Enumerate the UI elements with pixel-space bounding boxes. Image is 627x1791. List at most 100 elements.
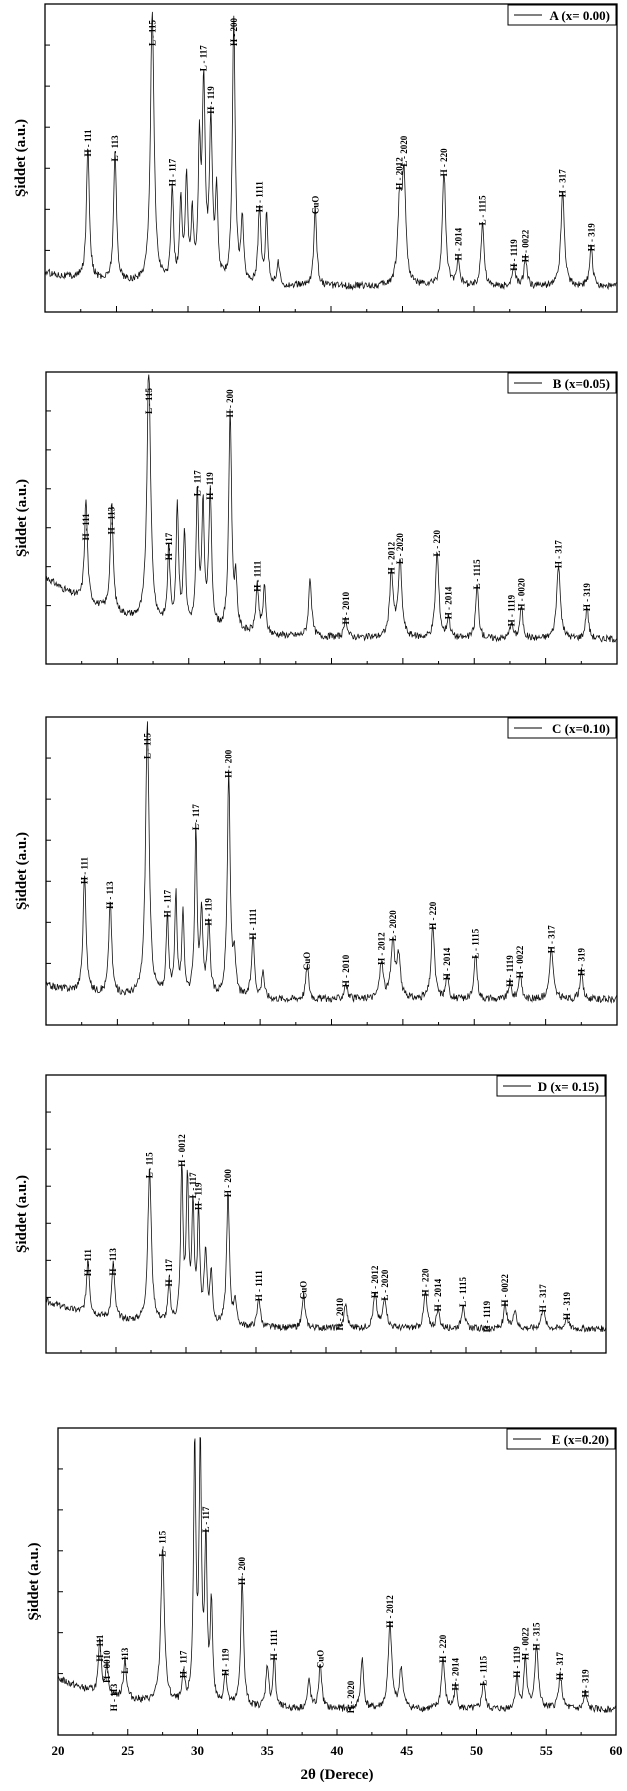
legend-box: [496, 1075, 606, 1097]
peak-label: H - 2014: [451, 1658, 461, 1691]
peak-label: H - 119: [204, 898, 214, 926]
peak-label: L - 1115: [479, 1655, 489, 1686]
peak-label: H - 0022: [520, 1627, 530, 1660]
peak-label: L - 117: [191, 804, 201, 831]
peak-label: H - 1119: [482, 1300, 492, 1332]
x-tick-label: 60: [610, 1743, 623, 1758]
peak-label: H - 119: [194, 1182, 204, 1210]
y-axis-label: Şiddet (a.u.): [13, 119, 29, 197]
peak-label: H - 2012: [370, 1265, 380, 1298]
peak-label: L - 115: [142, 732, 152, 759]
x-tick-label: 30: [191, 1743, 204, 1758]
peak-label: H - 119: [205, 472, 215, 500]
peak-label: H - 117: [164, 1258, 174, 1286]
xrd-trace: [57, 1437, 617, 1713]
peak-label: L - 113: [120, 1647, 130, 1674]
peak-label: H - 1111: [255, 181, 265, 213]
xrd-trace: [45, 1161, 607, 1333]
xrd-panel: H - 111 L - 113 L - 115 H - 117 L - 117 H - 1…: [13, 3, 618, 313]
peak-label: H - 317: [538, 1284, 548, 1312]
peak-label: H - 220: [420, 1268, 430, 1296]
peak-label: H - 319: [576, 948, 586, 976]
peak-label: H - 2010: [341, 591, 351, 624]
plot-frame: [45, 1074, 607, 1354]
plot-frame: [57, 1427, 617, 1736]
x-tick-label: 20: [52, 1743, 65, 1758]
peak-label: L - 2020: [399, 135, 409, 167]
y-axis-label: Şiddet (a.u.): [14, 832, 30, 910]
peak-label: H - 117: [167, 158, 177, 186]
peak-label: H - 0022: [500, 1274, 510, 1307]
peak-label: H - 111: [95, 1634, 105, 1662]
peak-label: H - 2010: [341, 954, 351, 987]
xrd-trace: [46, 374, 618, 643]
peak-label: H - 113: [108, 1248, 118, 1276]
peak-label: H - 200: [237, 1557, 247, 1585]
peak-label: L - 117: [192, 470, 202, 497]
peak-label: L - 115: [145, 1152, 155, 1179]
peak-label: H - 220: [439, 148, 449, 176]
peak-label: H - 0010: [102, 1650, 112, 1683]
peak-label: H - 200: [225, 389, 235, 417]
peak-label: L - 117: [201, 1506, 211, 1533]
y-axis-label: Şiddet (a.u.): [14, 479, 30, 557]
legend-box: [507, 717, 617, 739]
peak-label: H - 117: [162, 889, 172, 917]
peak-label: L - 2020: [380, 1269, 390, 1301]
x-tick-label: 25: [121, 1743, 135, 1758]
peak-label: CuO: [315, 1650, 325, 1669]
peak-label: H - 220: [438, 1634, 448, 1662]
peak-label: H - 1111: [248, 908, 258, 940]
peak-label: H - 1119: [505, 955, 515, 987]
x-tick-label: 55: [540, 1743, 554, 1758]
peak-label: L - 1115: [478, 195, 488, 226]
peak-label: H - 220: [428, 901, 438, 929]
peak-label: H - 2012: [395, 157, 405, 190]
xrd-trace: [45, 721, 618, 1004]
legend-label: B (x=0.05): [553, 376, 610, 391]
peak-label: H - 111: [81, 513, 91, 541]
peak-label: H - 317: [546, 925, 556, 953]
peak-label: H - 113: [107, 506, 117, 534]
peak-label: H - 319: [580, 1669, 590, 1697]
peak-label: H - 117: [164, 532, 174, 560]
peak-label: H - 319: [562, 1292, 572, 1320]
peak-label: H - 200: [223, 1169, 233, 1197]
peak-label: L - 115: [158, 1530, 168, 1557]
peak-label: CuO: [299, 1281, 309, 1300]
peak-label: H - 317: [555, 1652, 565, 1680]
peak-label: H - 2014: [453, 227, 463, 260]
peak-label: L - 1115: [458, 1276, 468, 1307]
peak-label: H - 200: [229, 18, 239, 46]
peak-label: H - 2012: [377, 932, 387, 965]
peak-label: H - 0020: [516, 578, 526, 611]
peak-label: H - 200: [224, 749, 234, 777]
peak-label: H - 0022: [521, 229, 531, 262]
peak-label: L - 115: [147, 19, 157, 46]
peak-label: L - 1115: [471, 928, 481, 959]
legend-label: C (x=0.10): [552, 721, 610, 736]
peak-label: H - 111: [83, 129, 93, 157]
x-tick-label: 40: [331, 1743, 344, 1758]
x-tick-label: 50: [470, 1743, 483, 1758]
peak-label: L - 2020: [395, 533, 405, 565]
peak-label: H - 2014: [433, 1278, 443, 1311]
y-axis-label: Şiddet (a.u.): [14, 1175, 30, 1253]
peak-label: CuO: [310, 196, 320, 215]
peak-label: H - 2020: [346, 1680, 356, 1713]
plot-frame: [45, 716, 618, 1026]
peak-label: H - 119: [220, 1648, 230, 1676]
peak-label: H - 319: [586, 223, 596, 251]
peak-label: H - 2014: [442, 947, 452, 980]
peak-label: H - 0012: [177, 1134, 187, 1167]
x-axis-label: 2θ (Derece): [301, 1767, 374, 1783]
legend-box: [506, 1428, 616, 1450]
legend-label: A (x= 0.00): [550, 8, 611, 23]
peak-label: H - 113: [109, 1683, 119, 1711]
plot-frame: [44, 3, 618, 313]
peak-label: H - 113: [105, 881, 115, 909]
peak-label: H - 0022: [515, 945, 525, 978]
legend-label: D (x= 0.15): [538, 1079, 599, 1094]
